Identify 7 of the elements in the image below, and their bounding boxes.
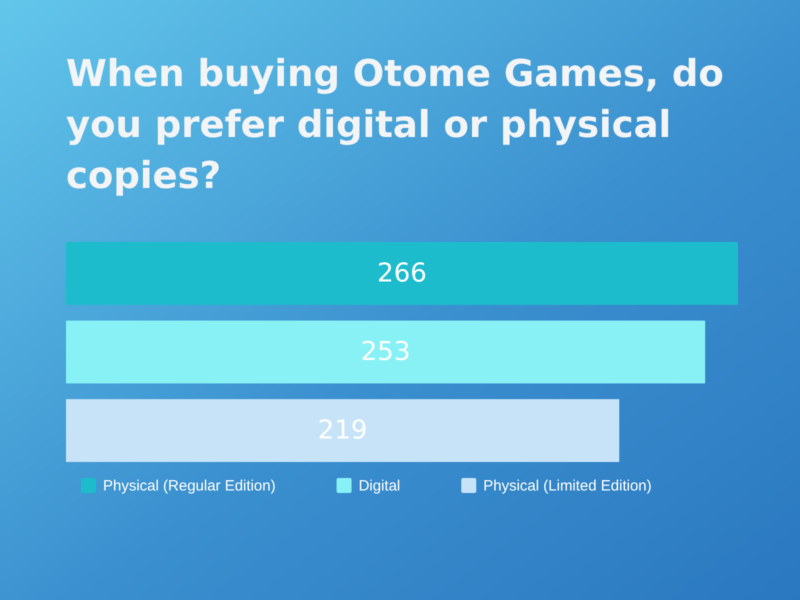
data-label: 219 — [318, 416, 368, 446]
legend-label: Digital — [358, 478, 400, 494]
data-label: 266 — [377, 258, 427, 288]
legend-label: Physical (Regular Edition) — [103, 478, 276, 494]
chart-title: When buying Otome Games, do you prefer digital or physical copies? — [66, 52, 724, 197]
data-label: 253 — [360, 337, 410, 367]
legend-label: Physical (Limited Edition) — [483, 478, 652, 494]
